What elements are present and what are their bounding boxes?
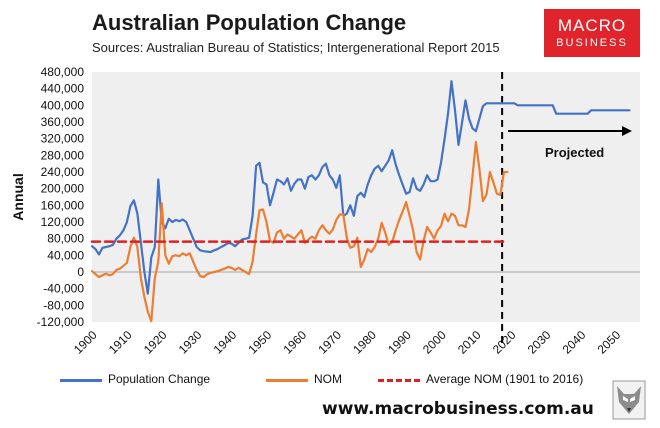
plot-area: [92, 72, 640, 322]
y-tick-label: -120,000: [37, 315, 85, 329]
legend-swatch-population: [60, 379, 102, 382]
x-tick-label: 2030: [525, 328, 554, 357]
x-tick-label: 1950: [246, 328, 275, 357]
x-tick-label: 2040: [560, 328, 589, 357]
legend-label-nom: NOM: [314, 372, 342, 386]
y-tick-label: 0: [77, 265, 84, 279]
legend-label-average-nom: Average NOM (1901 to 2016): [426, 372, 584, 386]
y-tick-label: 440,000: [41, 82, 85, 96]
fox-icon: [612, 380, 646, 420]
website-url[interactable]: www.macrobusiness.com.au: [322, 399, 594, 419]
projected-annotation: Projected: [545, 145, 604, 160]
macrobusiness-logo: MACRO BUSINESS: [544, 9, 640, 57]
series-nom: [90, 140, 509, 323]
x-tick-label: 1910: [106, 328, 135, 357]
y-tick-label: 160,000: [41, 198, 85, 212]
legend-swatch-average-nom: [378, 379, 420, 382]
x-tick-label: 2010: [455, 328, 484, 357]
legend-label-population: Population Change: [108, 372, 211, 386]
chart-subtitle: Sources: Australian Bureau of Statistics…: [92, 40, 500, 55]
x-tick-label: 2000: [420, 328, 449, 357]
y-axis: 480,000 440,000 400,000 360,000 320,000 280,0…: [37, 65, 85, 329]
chart-title: Australian Population Change: [92, 10, 407, 35]
x-tick-label: 1960: [280, 328, 309, 357]
x-tick-label: 2050: [595, 328, 624, 357]
logo-line-2: BUSINESS: [556, 37, 628, 49]
y-axis-label: Annual: [10, 173, 26, 220]
y-tick-label: 320,000: [41, 132, 85, 146]
y-tick-label: -80,000: [43, 298, 84, 312]
projected-arrow-head: [622, 126, 632, 136]
y-tick-label: 120,000: [41, 215, 85, 229]
x-tick-label: 1990: [385, 328, 414, 357]
y-tick-label: 80,000: [47, 232, 84, 246]
x-tick-label: 1920: [141, 328, 170, 357]
x-tick-label: 2020: [490, 328, 519, 357]
x-tick-label: 1930: [176, 328, 205, 357]
legend: Population Change NOM Average NOM (1901 …: [60, 371, 650, 389]
x-tick-label: 1980: [350, 328, 379, 357]
y-tick-label: 360,000: [41, 115, 85, 129]
series-population-change: [90, 80, 631, 295]
x-tick-label: 1900: [71, 328, 100, 357]
x-axis: 1900 1910 1920 1930 1940 1950 1960 1970 1980 1990…: [71, 328, 624, 357]
y-tick-label: 280,000: [41, 148, 85, 162]
y-tick-label: 200,000: [41, 182, 85, 196]
y-tick-label: 240,000: [41, 165, 85, 179]
x-tick-label: 1940: [211, 328, 240, 357]
legend-swatch-nom: [266, 379, 308, 382]
x-tick-label: 1970: [315, 328, 344, 357]
y-tick-label: 40,000: [47, 248, 84, 262]
y-tick-label: -40,000: [43, 282, 84, 296]
y-tick-label: 400,000: [41, 98, 85, 112]
series-layer: [90, 80, 631, 323]
y-tick-label: 480,000: [41, 65, 85, 79]
logo-line-1: MACRO: [557, 16, 627, 35]
